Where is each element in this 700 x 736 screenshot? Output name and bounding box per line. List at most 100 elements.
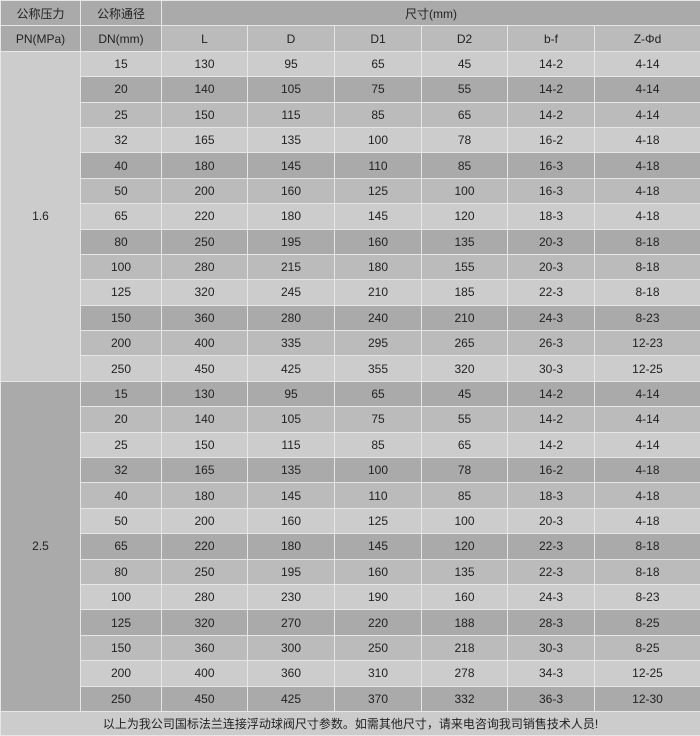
table-cell: 20	[81, 407, 162, 432]
table-cell: 14-2	[508, 407, 595, 432]
table-cell: 280	[162, 584, 248, 609]
table-cell: 4-18	[595, 508, 700, 533]
table-cell: 425	[248, 686, 335, 711]
table-cell: 150	[162, 432, 248, 457]
pressure-cell: 2.5	[1, 381, 81, 711]
table-cell: 4-14	[595, 407, 700, 432]
table-cell: 110	[335, 483, 422, 508]
table-cell: 75	[335, 77, 422, 102]
table-cell: 218	[422, 635, 508, 660]
table-cell: 190	[335, 584, 422, 609]
table-cell: 450	[162, 686, 248, 711]
footer-note: 以上为我公司国标法兰连接浮动球阀尺寸参数。如需其他尺寸，请来电咨询我司销售技术人…	[1, 711, 700, 735]
table-cell: 150	[81, 635, 162, 660]
table-cell: 180	[248, 534, 335, 559]
table-cell: 95	[248, 381, 335, 406]
table-cell: 180	[162, 153, 248, 178]
table-cell: 160	[335, 229, 422, 254]
table-cell: 105	[248, 77, 335, 102]
table-cell: 20	[81, 77, 162, 102]
table-cell: 8-23	[595, 305, 700, 330]
table-cell: 425	[248, 356, 335, 381]
table-cell: 65	[422, 102, 508, 127]
column-header-l: L	[162, 26, 248, 51]
table-cell: 240	[335, 305, 422, 330]
table-cell: 200	[81, 331, 162, 356]
table-cell: 150	[81, 305, 162, 330]
table-cell: 20-3	[508, 229, 595, 254]
table-cell: 55	[422, 407, 508, 432]
table-cell: 78	[422, 127, 508, 152]
table-cell: 355	[335, 356, 422, 381]
dimensions-header: 尺寸(mm)	[162, 1, 700, 26]
table-cell: 85	[422, 483, 508, 508]
table-cell: 65	[81, 204, 162, 229]
table-cell: 30-3	[508, 635, 595, 660]
table-cell: 4-18	[595, 153, 700, 178]
table-cell: 100	[81, 584, 162, 609]
table-cell: 4-14	[595, 432, 700, 457]
table-cell: 14-2	[508, 102, 595, 127]
table-cell: 220	[335, 610, 422, 635]
table-cell: 188	[422, 610, 508, 635]
table-cell: 15	[81, 51, 162, 76]
table-cell: 45	[422, 381, 508, 406]
table-cell: 16-2	[508, 127, 595, 152]
table-cell: 22-3	[508, 559, 595, 584]
table-cell: 40	[81, 153, 162, 178]
table-cell: 80	[81, 229, 162, 254]
table-cell: 80	[81, 559, 162, 584]
table-cell: 135	[248, 127, 335, 152]
column-header-d2: D2	[422, 26, 508, 51]
table-cell: 4-14	[595, 51, 700, 76]
table-cell: 250	[81, 686, 162, 711]
table-cell: 160	[248, 508, 335, 533]
table-cell: 180	[335, 254, 422, 279]
table-cell: 65	[81, 534, 162, 559]
table-cell: 265	[422, 331, 508, 356]
table-cell: 300	[248, 635, 335, 660]
table-cell: 12-23	[595, 331, 700, 356]
table-cell: 100	[422, 508, 508, 533]
table-cell: 135	[422, 559, 508, 584]
table-cell: 160	[248, 178, 335, 203]
table-cell: 20-3	[508, 508, 595, 533]
table-cell: 50	[81, 178, 162, 203]
table-cell: 8-18	[595, 559, 700, 584]
table-cell: 36-3	[508, 686, 595, 711]
table-cell: 14-2	[508, 51, 595, 76]
table-cell: 250	[335, 635, 422, 660]
table-cell: 15	[81, 381, 162, 406]
table-cell: 140	[162, 407, 248, 432]
table-cell: 145	[248, 153, 335, 178]
table-cell: 135	[248, 458, 335, 483]
pressure-header: 公称压力	[1, 1, 81, 26]
table-cell: 8-25	[595, 635, 700, 660]
table-cell: 278	[422, 661, 508, 686]
table-cell: 78	[422, 458, 508, 483]
table-cell: 270	[248, 610, 335, 635]
table-cell: 4-14	[595, 381, 700, 406]
table-cell: 165	[162, 458, 248, 483]
table-cell: 16-3	[508, 178, 595, 203]
table-cell: 100	[335, 458, 422, 483]
table-cell: 120	[422, 534, 508, 559]
table-cell: 135	[422, 229, 508, 254]
